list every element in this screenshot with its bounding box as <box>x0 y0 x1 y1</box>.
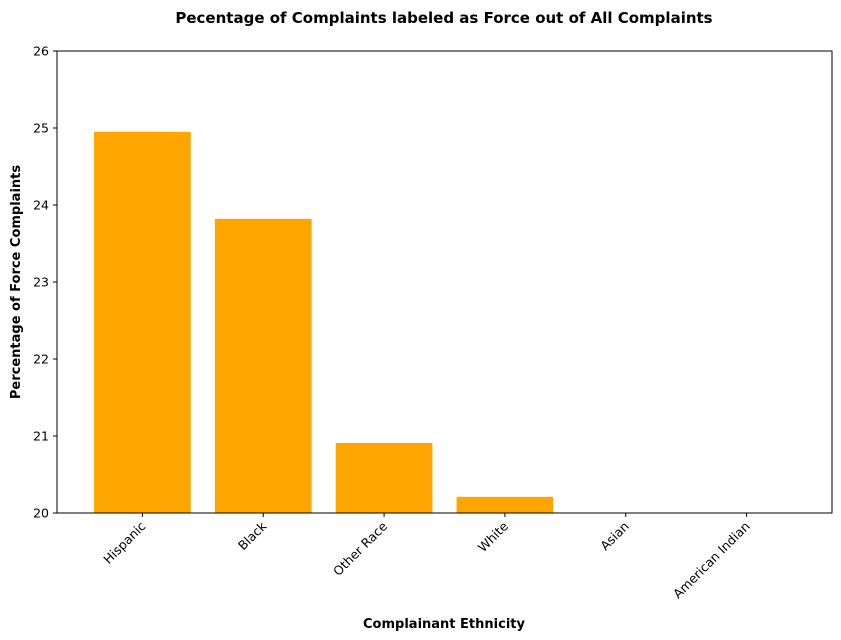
y-tick-label: 21 <box>33 429 49 444</box>
x-tick-label: Other Race <box>330 518 390 578</box>
y-tick-label: 24 <box>33 198 49 213</box>
x-tick-label: White <box>475 518 512 555</box>
y-tick-label: 26 <box>33 44 49 59</box>
bar <box>577 552 674 640</box>
bar <box>214 218 312 513</box>
bar <box>456 496 554 513</box>
x-tick-label: Hispanic <box>100 518 148 566</box>
plot-area <box>94 131 795 640</box>
bar <box>698 590 795 640</box>
y-tick-label: 22 <box>33 352 49 367</box>
y-tick-label: 23 <box>33 275 49 290</box>
y-axis-label: Percentage of Force Complaints <box>9 165 24 400</box>
bar <box>94 131 191 513</box>
x-tick-label: Asian <box>597 519 632 554</box>
x-axis-label: Complainant Ethnicity <box>363 617 525 632</box>
y-tick-label: 20 <box>33 506 49 521</box>
y-tick-label: 25 <box>33 121 49 136</box>
x-tick-label: Black <box>235 518 270 553</box>
x-tick-label: American Indian <box>670 519 753 602</box>
chart-title: Pecentage of Complaints labeled as Force… <box>175 9 712 27</box>
bar <box>335 442 433 513</box>
